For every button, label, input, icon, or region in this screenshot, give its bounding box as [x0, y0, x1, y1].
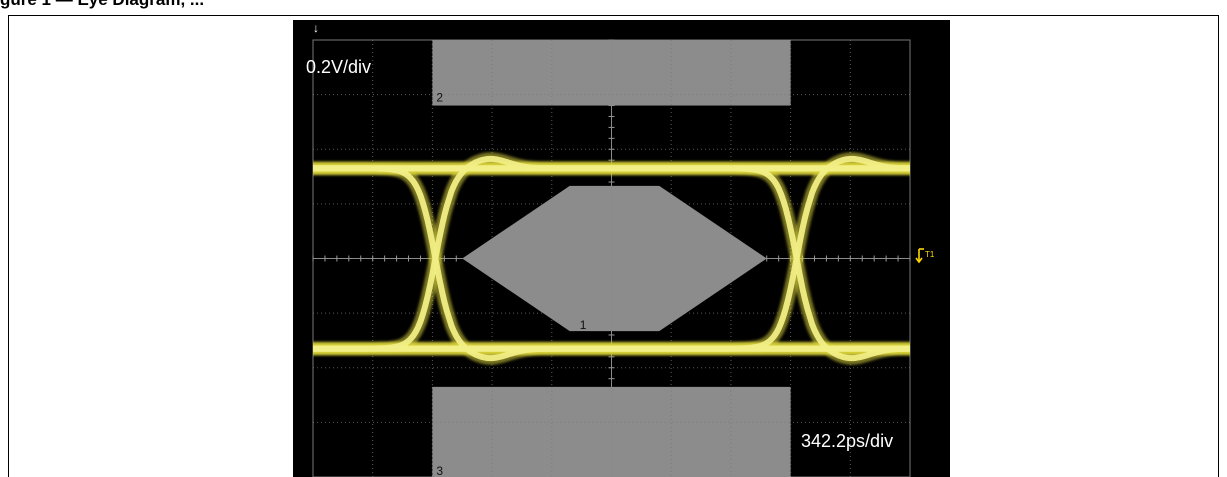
figure-frame [8, 15, 1219, 477]
oscilloscope-display: 1 2 3 0.2V/div 342.2ps/div ↓ [293, 20, 950, 477]
eye-diagram-plot: 1 2 3 [312, 39, 911, 477]
eye-trace-core [313, 155, 910, 362]
trigger-marker: T1 [915, 243, 941, 269]
figure-caption: gure 1 — Eye Diagram, ... [0, 0, 204, 9]
ground-reference-arrow: ↓ [313, 21, 319, 35]
mask-region-1 [462, 185, 767, 332]
trigger-marker-icon: T1 [915, 248, 935, 264]
mask-label: 1 [580, 318, 587, 332]
vertical-scale-readout: 0.2V/div [306, 57, 372, 77]
trigger-marker-label: T1 [925, 250, 935, 259]
mask-label: 3 [436, 464, 443, 477]
horizontal-scale-readout: 342.2ps/div [801, 431, 894, 451]
masks [431, 40, 791, 477]
mask-labels: 1 2 3 [436, 91, 586, 477]
mask-label: 2 [436, 91, 443, 105]
